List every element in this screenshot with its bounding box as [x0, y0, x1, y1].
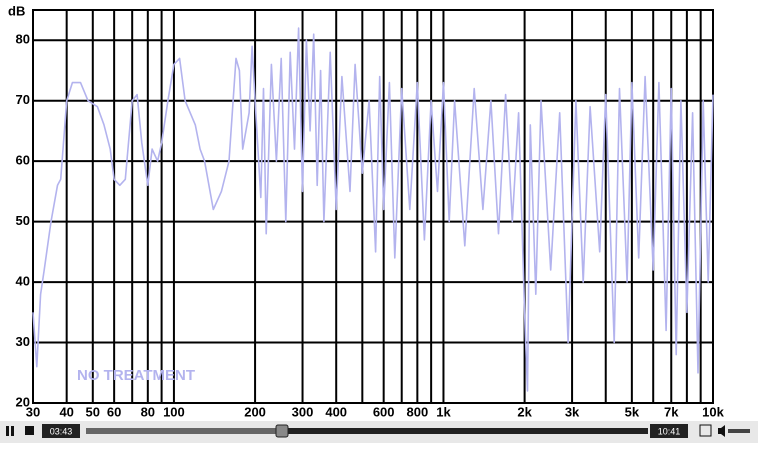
y-tick-label: 50: [16, 213, 30, 228]
x-tick-label: 80: [141, 404, 155, 419]
volume-icon[interactable]: [718, 425, 725, 437]
y-tick-label: 60: [16, 153, 30, 168]
total-time: 10:41: [658, 426, 681, 436]
pause-button-bar: [11, 426, 14, 436]
volume-slider[interactable]: [728, 429, 750, 433]
x-tick-label: 3k: [565, 404, 580, 419]
x-tick-label: 5k: [625, 404, 640, 419]
x-tick-label: 200: [244, 404, 266, 419]
x-tick-label: 600: [373, 404, 395, 419]
x-tick-label: 2k: [517, 404, 532, 419]
x-tick-label: 7k: [664, 404, 679, 419]
x-tick-label: 40: [59, 404, 73, 419]
x-tick-label: 300: [292, 404, 314, 419]
annotation: NO TREATMENT: [77, 367, 195, 384]
pause-button[interactable]: [6, 426, 9, 436]
x-tick-label: 30: [26, 404, 40, 419]
fullscreen-button[interactable]: [699, 424, 712, 437]
time-box: [42, 424, 80, 438]
progress-bar[interactable]: [86, 428, 648, 434]
progress-played: [86, 428, 282, 434]
y-tick-label: 30: [16, 334, 30, 349]
y-tick-label: 70: [16, 92, 30, 107]
stop-button[interactable]: [25, 426, 34, 435]
y-tick-label: 80: [16, 32, 30, 47]
y-tick-label: 20: [16, 394, 30, 409]
y-axis-label: dB: [8, 3, 25, 18]
y-tick-label: 40: [16, 274, 30, 289]
progress-handle[interactable]: [275, 424, 289, 438]
elapsed-time: 03:43: [50, 426, 73, 436]
x-tick-label: 400: [325, 404, 347, 419]
x-tick-label: 60: [107, 404, 121, 419]
x-tick-label: 1k: [436, 404, 451, 419]
time-box: [650, 424, 688, 438]
response-line: [32, 27, 714, 392]
x-tick-label: 50: [86, 404, 100, 419]
x-tick-label: 100: [163, 404, 185, 419]
x-tick-label: 800: [406, 404, 428, 419]
player-bar: 03:43 10:41: [0, 421, 758, 443]
x-tick-label: 10k: [702, 404, 724, 419]
